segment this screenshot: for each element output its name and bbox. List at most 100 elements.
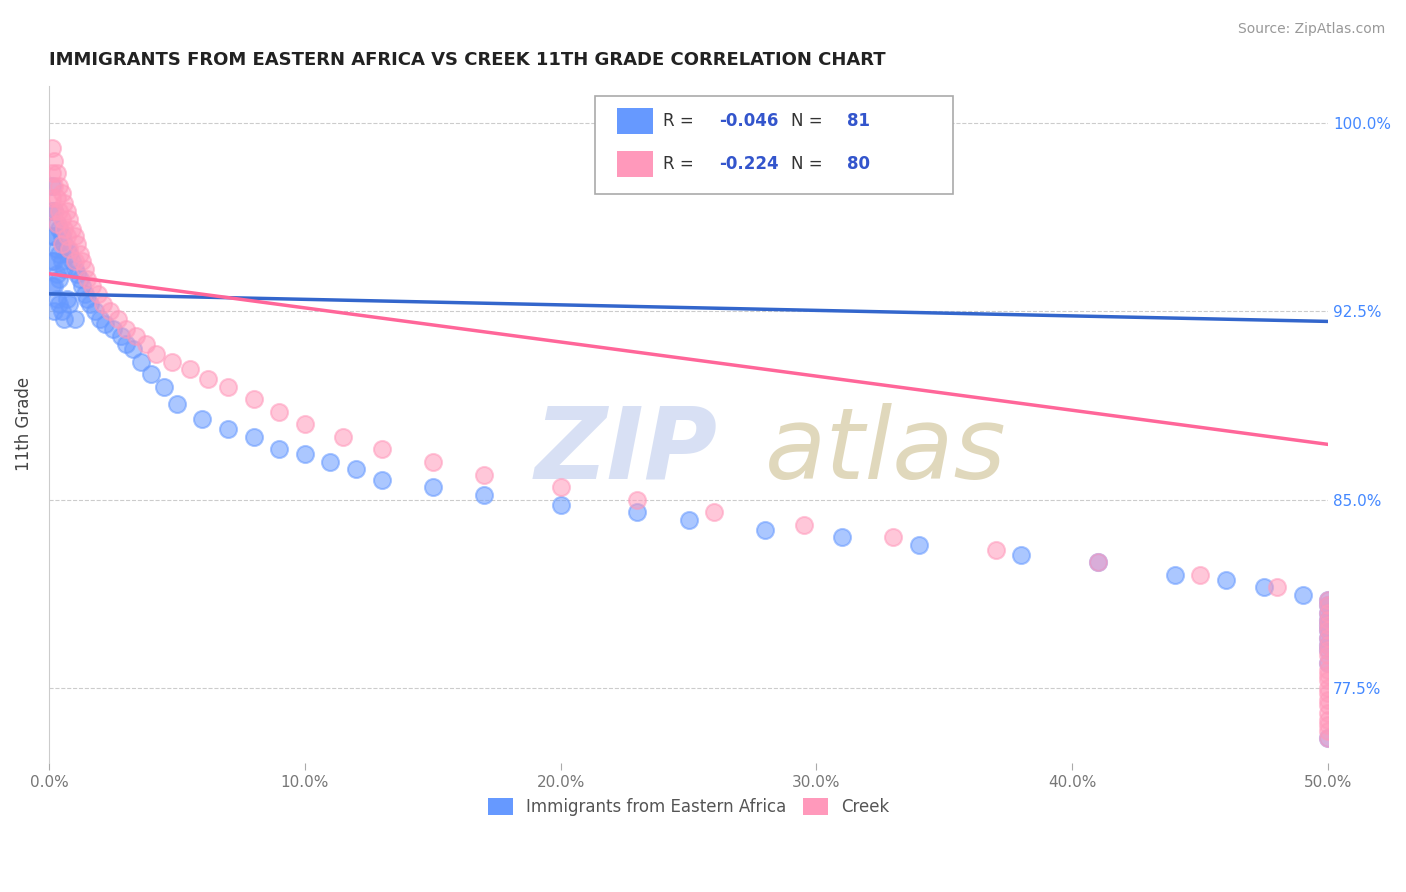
- Point: [41, 178, 63, 193]
- Point: [1317, 638, 1340, 652]
- Point: [1087, 555, 1109, 569]
- Point: [48, 178, 70, 193]
- Point: [69, 272, 91, 286]
- Point: [42, 204, 65, 219]
- Point: [51, 186, 73, 201]
- Point: [63, 312, 86, 326]
- Text: 80: 80: [848, 155, 870, 173]
- Point: [107, 312, 129, 326]
- Point: [42, 254, 65, 268]
- Point: [269, 405, 291, 419]
- Point: [122, 342, 145, 356]
- Point: [42, 153, 65, 168]
- Point: [42, 178, 65, 193]
- Point: [1317, 663, 1340, 677]
- Point: [1317, 606, 1340, 620]
- Point: [48, 297, 70, 311]
- Point: [110, 329, 132, 343]
- Point: [45, 166, 67, 180]
- Point: [56, 204, 79, 219]
- Point: [550, 480, 572, 494]
- Point: [141, 367, 163, 381]
- Point: [1317, 638, 1340, 652]
- Point: [76, 272, 98, 286]
- Point: [69, 246, 91, 260]
- Point: [1317, 598, 1340, 612]
- Point: [45, 267, 67, 281]
- Point: [48, 246, 70, 260]
- Point: [42, 304, 65, 318]
- Point: [66, 236, 89, 251]
- Point: [217, 379, 239, 393]
- Point: [1291, 588, 1313, 602]
- Point: [984, 542, 1007, 557]
- Point: [1189, 568, 1212, 582]
- Point: [56, 229, 79, 244]
- Point: [1317, 731, 1340, 745]
- Point: [63, 229, 86, 244]
- Point: [1317, 693, 1340, 707]
- Point: [41, 141, 63, 155]
- Point: [1317, 593, 1340, 607]
- Text: -0.224: -0.224: [720, 155, 779, 173]
- Text: R =: R =: [664, 155, 699, 173]
- Point: [48, 204, 70, 219]
- Point: [129, 354, 152, 368]
- Point: [66, 267, 89, 281]
- Point: [125, 329, 148, 343]
- Point: [269, 442, 291, 457]
- Point: [1253, 581, 1275, 595]
- Point: [45, 242, 67, 256]
- Point: [76, 292, 98, 306]
- Point: [294, 417, 316, 432]
- Point: [51, 229, 73, 244]
- Point: [626, 505, 648, 519]
- Text: IMMIGRANTS FROM EASTERN AFRICA VS CREEK 11TH GRADE CORRELATION CHART: IMMIGRANTS FROM EASTERN AFRICA VS CREEK …: [49, 51, 886, 69]
- Point: [82, 279, 104, 293]
- Point: [1317, 731, 1340, 745]
- Point: [1317, 606, 1340, 620]
- Point: [91, 297, 114, 311]
- Point: [89, 312, 111, 326]
- Point: [754, 523, 776, 537]
- Point: [370, 442, 392, 457]
- Point: [1317, 718, 1340, 732]
- Point: [294, 447, 316, 461]
- Point: [907, 538, 929, 552]
- Text: R =: R =: [664, 112, 699, 130]
- Point: [153, 379, 176, 393]
- Point: [56, 242, 79, 256]
- Point: [191, 412, 214, 426]
- Point: [60, 221, 83, 235]
- Point: [1317, 648, 1340, 663]
- Point: [793, 517, 815, 532]
- Bar: [617, 108, 652, 134]
- Point: [1317, 613, 1340, 627]
- Point: [831, 530, 853, 544]
- Point: [1317, 593, 1340, 607]
- Text: -0.046: -0.046: [720, 112, 779, 130]
- Point: [1317, 698, 1340, 713]
- Point: [79, 297, 101, 311]
- Point: [41, 204, 63, 219]
- Point: [472, 487, 495, 501]
- Point: [45, 217, 67, 231]
- Point: [56, 292, 79, 306]
- Point: [41, 166, 63, 180]
- Point: [678, 513, 700, 527]
- Text: N =: N =: [792, 155, 828, 173]
- Y-axis label: 11th Grade: 11th Grade: [15, 377, 32, 471]
- Point: [94, 317, 117, 331]
- Point: [45, 191, 67, 205]
- Point: [319, 455, 342, 469]
- Point: [1317, 723, 1340, 738]
- Point: [51, 254, 73, 268]
- Point: [41, 229, 63, 244]
- Point: [332, 430, 354, 444]
- Point: [1087, 555, 1109, 569]
- Point: [1010, 548, 1032, 562]
- Point: [114, 337, 136, 351]
- Point: [51, 304, 73, 318]
- Point: [1317, 681, 1340, 695]
- Text: atlas: atlas: [765, 403, 1007, 500]
